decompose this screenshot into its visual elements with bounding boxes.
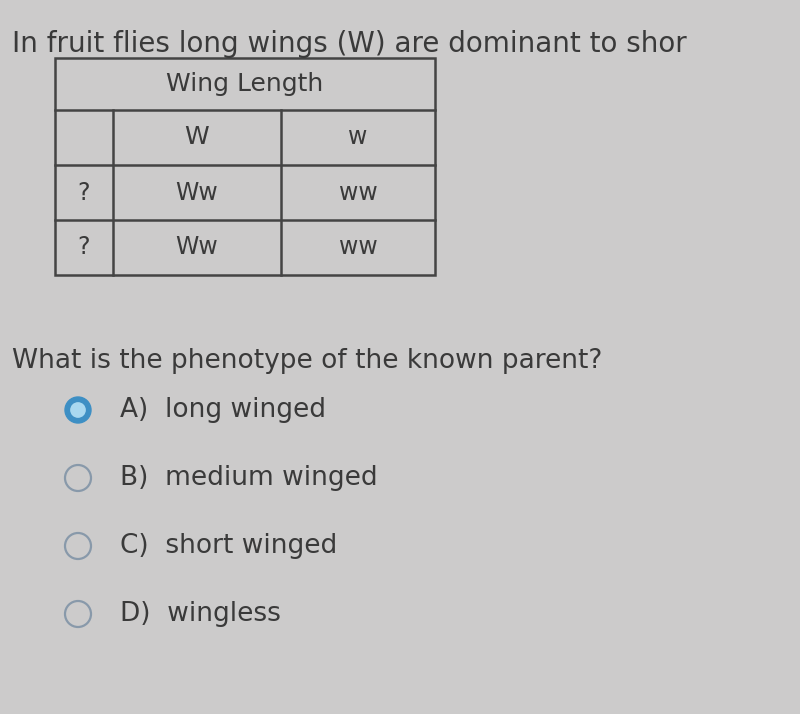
Text: ?: ?: [78, 181, 90, 204]
Text: A)  long winged: A) long winged: [120, 397, 326, 423]
Text: B)  medium winged: B) medium winged: [120, 465, 378, 491]
Text: W: W: [185, 126, 210, 149]
Text: ww: ww: [338, 181, 378, 204]
Text: Wing Length: Wing Length: [166, 72, 324, 96]
Text: ?: ?: [78, 236, 90, 259]
Circle shape: [65, 397, 91, 423]
Text: D)  wingless: D) wingless: [120, 601, 281, 627]
Text: w: w: [348, 126, 368, 149]
Text: C)  short winged: C) short winged: [120, 533, 338, 559]
Text: Ww: Ww: [176, 181, 218, 204]
Circle shape: [71, 403, 85, 417]
Text: Ww: Ww: [176, 236, 218, 259]
Text: What is the phenotype of the known parent?: What is the phenotype of the known paren…: [12, 348, 602, 374]
Text: In fruit flies long wings (W) are dominant to shor: In fruit flies long wings (W) are domina…: [12, 30, 686, 58]
Text: ww: ww: [338, 236, 378, 259]
Bar: [55, 58, 435, 275]
